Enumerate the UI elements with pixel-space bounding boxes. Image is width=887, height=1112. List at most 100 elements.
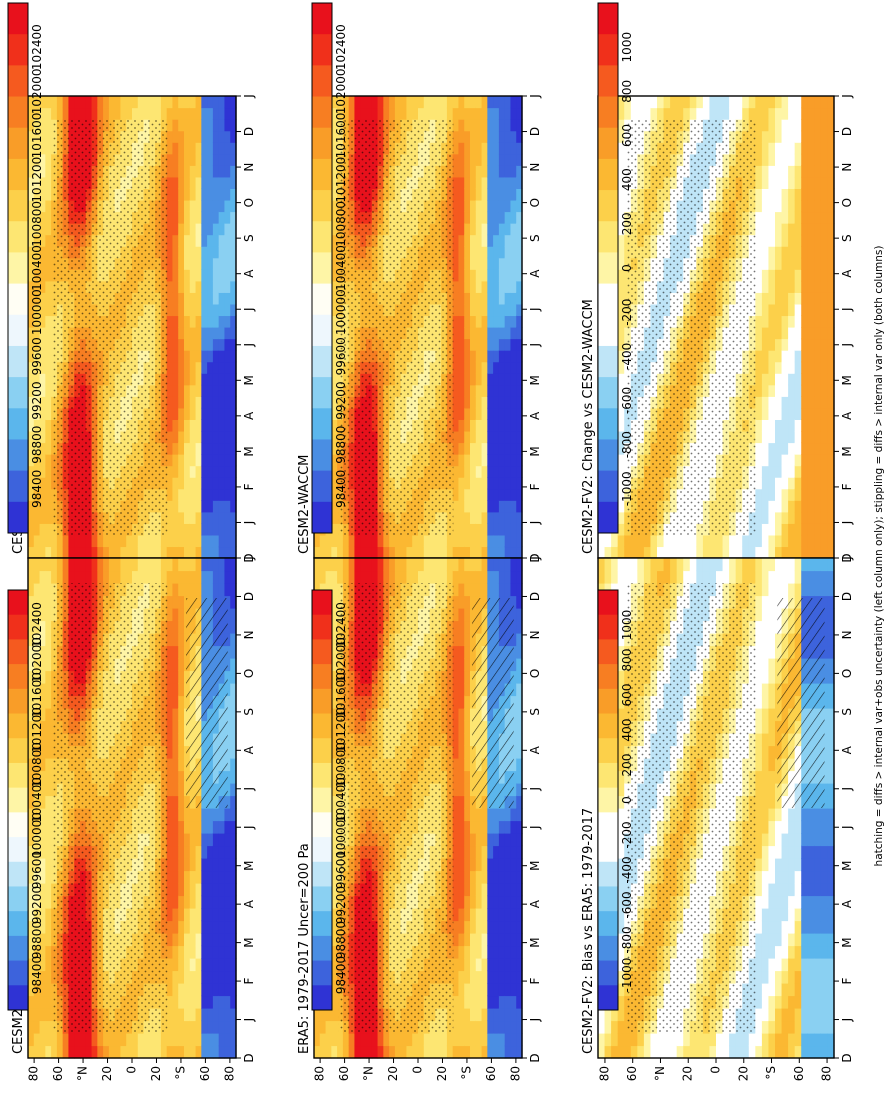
heatmap-cell — [617, 315, 625, 328]
heatmap-cell — [470, 534, 477, 548]
heatmap-cell — [331, 546, 338, 559]
heatmap-cell — [464, 350, 471, 363]
heatmap-cell — [768, 500, 776, 513]
heatmap-cell — [33, 595, 41, 609]
heatmap-cell — [212, 223, 220, 236]
heatmap-cell — [516, 130, 523, 143]
heatmap-cell — [33, 107, 41, 120]
heatmap-cell — [458, 188, 465, 201]
heatmap-cell — [39, 695, 46, 709]
heatmap-cell — [487, 361, 494, 374]
heatmap-cell — [510, 223, 517, 236]
heatmap-cell — [230, 465, 237, 478]
heatmap-cell — [788, 396, 796, 409]
heatmap-cell — [201, 384, 208, 397]
heatmap-cell — [74, 546, 81, 559]
heatmap-cell — [820, 130, 829, 143]
heatmap-cell — [827, 546, 835, 559]
heatmap-cell — [794, 396, 802, 409]
heatmap-cell — [230, 257, 237, 270]
heatmap-cell — [149, 96, 156, 109]
month-tick-label: S — [528, 234, 542, 242]
heatmap-cell — [510, 523, 517, 536]
heatmap-cell — [74, 570, 81, 584]
heatmap-cell — [487, 350, 494, 363]
heatmap-cell — [670, 546, 678, 559]
heatmap-cell — [406, 107, 413, 120]
heatmap-cell — [481, 269, 488, 282]
heatmap-cell — [184, 477, 191, 490]
heatmap-cell — [39, 983, 46, 997]
heatmap-cell — [325, 534, 332, 548]
heatmap-cell — [51, 558, 58, 572]
heatmap-cell — [814, 350, 822, 363]
heatmap-cell — [794, 257, 802, 270]
heatmap-cell — [195, 511, 202, 524]
heatmap-cell — [51, 570, 58, 584]
heatmap-cell — [189, 119, 197, 132]
heatmap-cell — [781, 523, 789, 536]
heatmap-cell — [230, 500, 237, 513]
heatmap-cell — [212, 153, 220, 166]
heatmap-cell — [33, 188, 41, 201]
heatmap-cell — [33, 558, 41, 572]
heatmap-cell — [68, 534, 75, 548]
heatmap-cell — [510, 419, 517, 432]
heatmap-cell — [487, 280, 494, 293]
heatmap-cell — [224, 327, 231, 340]
heatmap-cell — [768, 350, 776, 363]
heatmap-cell — [452, 454, 460, 467]
heatmap-cell — [377, 107, 384, 120]
heatmap-cell — [45, 895, 52, 909]
heatmap-cell — [768, 96, 776, 109]
heatmap-cell — [224, 199, 231, 213]
heatmap-cell — [827, 407, 835, 420]
heatmap-cell — [207, 500, 214, 513]
heatmap-cell — [709, 546, 717, 559]
heatmap-cell — [137, 107, 145, 120]
heatmap-cell — [331, 500, 338, 513]
heatmap-cell — [331, 188, 338, 201]
heatmap-cell — [74, 558, 81, 572]
heatmap-cell — [166, 327, 174, 340]
heatmap-cell — [470, 223, 477, 236]
heatmap-cell — [178, 292, 185, 305]
heatmap-cell — [794, 511, 802, 524]
heatmap-cell — [166, 107, 174, 120]
heatmap-cell — [768, 511, 776, 524]
heatmap-cell — [39, 350, 46, 363]
heatmap-cell — [516, 511, 523, 524]
heatmap-cell — [504, 211, 512, 224]
heatmap-cell — [617, 511, 625, 524]
heatmap-cell — [172, 269, 179, 282]
heatmap-cell — [617, 130, 625, 143]
heatmap-cell — [178, 465, 185, 478]
heatmap-cell — [820, 396, 829, 409]
heatmap-cell — [827, 165, 835, 178]
heatmap-cell — [28, 246, 35, 259]
heatmap-cell — [39, 583, 46, 597]
heatmap-cell — [498, 546, 506, 559]
heatmap-cell — [487, 107, 494, 120]
heatmap-cell — [475, 373, 483, 386]
heatmap-cell — [458, 119, 465, 132]
heatmap-cell — [498, 477, 506, 490]
heatmap-cell — [807, 511, 815, 524]
heatmap-cell — [218, 361, 226, 374]
panel-fv2_right: DJFMAMJJASONDJ8060°N20020°S6080CESM2-FV2… — [11, 94, 256, 581]
heatmap-cell — [458, 176, 465, 189]
heatmap-cell — [470, 176, 477, 189]
heatmap-cell — [189, 257, 197, 270]
heatmap-cell — [383, 534, 390, 548]
heatmap-cell — [166, 165, 174, 178]
heatmap-cell — [516, 292, 523, 305]
heatmap-cell — [178, 107, 185, 120]
heatmap-cell — [794, 107, 802, 120]
heatmap-cell — [814, 153, 822, 166]
heatmap-cell — [406, 546, 413, 559]
heatmap-cell — [39, 107, 46, 120]
heatmap-cell — [768, 384, 776, 397]
heatmap-cell — [207, 511, 214, 524]
heatmap-cell — [189, 384, 197, 397]
heatmap-cell — [755, 350, 763, 363]
